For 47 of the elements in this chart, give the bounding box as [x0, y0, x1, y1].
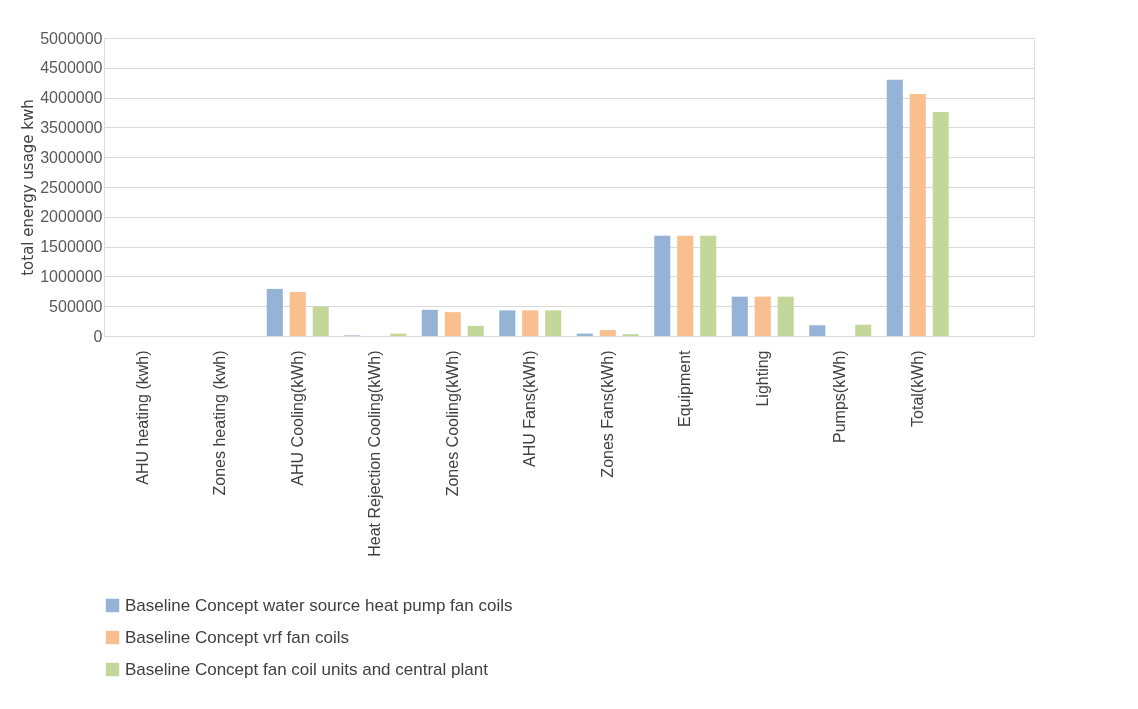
bar: [700, 235, 717, 336]
bar: [499, 310, 516, 336]
bar: [266, 288, 283, 336]
bar: [777, 296, 794, 336]
bar: [731, 296, 748, 336]
y-tick-label: 2000000: [40, 208, 103, 226]
bar: [467, 325, 484, 336]
bar: [809, 325, 826, 336]
y-axis-title: total energy usage kwh: [19, 99, 38, 276]
bar: [599, 330, 616, 336]
bar: [886, 79, 903, 336]
y-tick-label: 3500000: [40, 118, 103, 136]
y-tick-label: 0: [93, 327, 103, 345]
x-tick-label: AHU Cooling(kWh): [288, 350, 306, 486]
bar: [312, 306, 329, 336]
x-tick-label: Equipment: [676, 349, 694, 427]
x-tick-label: AHU heating (kwh): [133, 350, 151, 485]
y-tick-label: 4500000: [40, 59, 103, 77]
y-tick-label: 1000000: [40, 267, 103, 285]
y-tick-label: 500000: [49, 297, 103, 315]
bar: [545, 310, 562, 336]
x-tick-label: Total(kWh): [908, 350, 926, 427]
x-tick-label: Zones Cooling(kWh): [443, 350, 461, 497]
legend-label: Baseline Concept water source heat pump fan coils: [125, 595, 513, 615]
legend-label: Baseline Concept fan coil units and central plant: [125, 659, 489, 679]
bar: [909, 94, 926, 336]
bar: [855, 324, 872, 336]
x-tick-label: Zones heating (kwh): [211, 350, 229, 496]
x-tick-label: Heat Rejection Cooling(kWh): [366, 350, 384, 557]
bar: [654, 235, 671, 336]
bar: [932, 111, 949, 336]
y-tick-label: 4000000: [40, 89, 103, 107]
bar: [421, 309, 438, 336]
y-tick-label: 1500000: [40, 238, 103, 256]
x-tick-label: Pumps(kWh): [831, 350, 849, 443]
y-tick-label: 3000000: [40, 148, 103, 166]
bar: [677, 235, 694, 336]
bar: [289, 291, 306, 336]
x-tick-label: Zones Fans(kWh): [598, 350, 616, 478]
x-tick-label: Lighting: [753, 350, 771, 407]
y-tick-label: 2500000: [40, 178, 103, 196]
y-tick-label: 5000000: [40, 29, 103, 47]
bar: [522, 310, 539, 336]
bar: [754, 296, 771, 336]
x-tick-label: AHU Fans(kWh): [521, 350, 539, 467]
bar: [444, 312, 461, 336]
legend-label: Baseline Concept vrf fan coils: [125, 627, 349, 647]
